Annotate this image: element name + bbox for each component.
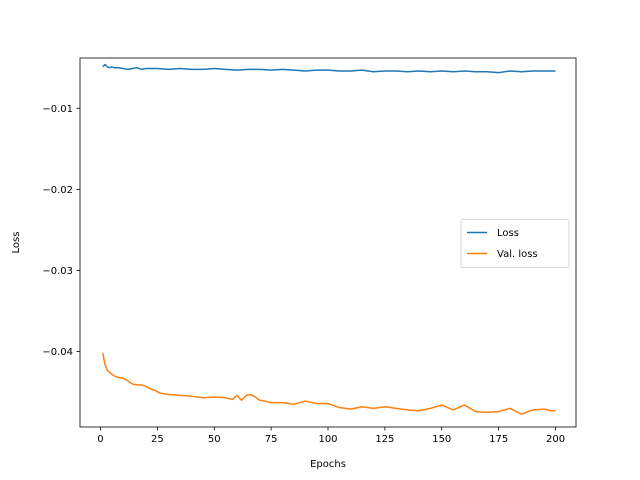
legend-label-2: Val. loss	[497, 249, 538, 260]
x-axis-label: Epochs	[310, 459, 346, 470]
y-tick-label: −0.04	[42, 347, 73, 358]
x-axis: 0 25 50 75 100 125 150 175 200	[97, 427, 565, 445]
x-tick-label: 150	[432, 434, 451, 445]
x-tick-label: 175	[489, 434, 508, 445]
legend: Loss Val. loss	[460, 219, 570, 268]
x-tick-label: 125	[375, 434, 394, 445]
series-layer	[102, 63, 556, 415]
series-line-2	[102, 353, 556, 415]
y-tick-label: −0.03	[42, 266, 73, 277]
x-tick-label: 25	[151, 434, 164, 445]
y-tick-label: −0.02	[42, 185, 73, 196]
y-axis: −0.01 −0.02 −0.03 −0.04	[42, 104, 80, 358]
x-tick-label: 75	[265, 434, 278, 445]
y-tick-label: −0.01	[42, 104, 73, 115]
legend-label-1: Loss	[497, 228, 519, 239]
x-tick-label: 100	[318, 434, 337, 445]
y-axis-label: Loss	[11, 232, 22, 254]
legend-entries: Loss Val. loss	[467, 228, 538, 260]
x-tick-label: 200	[546, 434, 565, 445]
series-line-1	[102, 63, 556, 74]
x-tick-label: 0	[97, 434, 103, 445]
x-tick-label: 50	[208, 434, 221, 445]
legend-box	[460, 219, 570, 268]
